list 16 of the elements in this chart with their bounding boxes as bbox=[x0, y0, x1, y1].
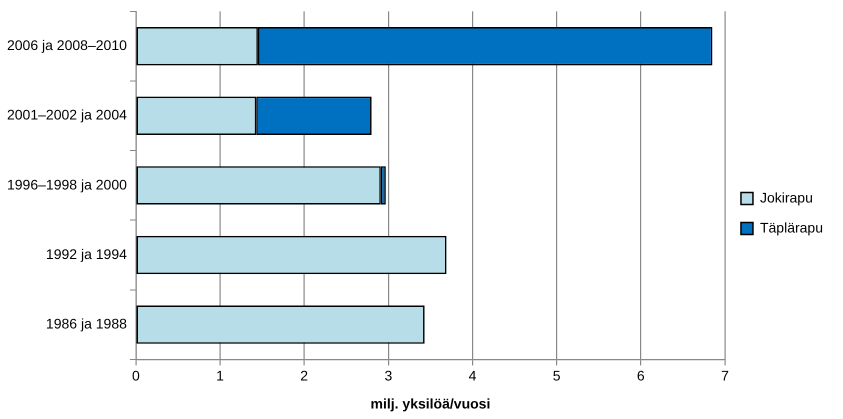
x-tick-label: 2 bbox=[300, 368, 308, 384]
x-tick-label: 3 bbox=[384, 368, 392, 384]
x-tick-label: 7 bbox=[721, 368, 730, 384]
x-axis-title: milj. yksilöä/vuosi bbox=[370, 395, 490, 412]
x-tick-label: 5 bbox=[552, 368, 561, 384]
y-tick-label: 1996–1998 ja 2000 bbox=[6, 176, 128, 192]
y-tick-label: 2006 ja 2008–2010 bbox=[6, 37, 128, 54]
y-tick-label: 1986 ja 1988 bbox=[46, 315, 128, 332]
x-tick-label: 4 bbox=[468, 368, 477, 384]
y-tick-label: 2001–2002 ja 2004 bbox=[6, 106, 128, 123]
x-tick-label: 1 bbox=[216, 368, 224, 384]
legend-label: Jokirapu bbox=[760, 189, 813, 206]
x-tick-label: 0 bbox=[132, 368, 140, 384]
legend-label: Täplärapu bbox=[760, 219, 824, 236]
x-tick-label: 6 bbox=[636, 368, 645, 384]
y-tick-label: 1992 ja 1994 bbox=[46, 246, 128, 262]
